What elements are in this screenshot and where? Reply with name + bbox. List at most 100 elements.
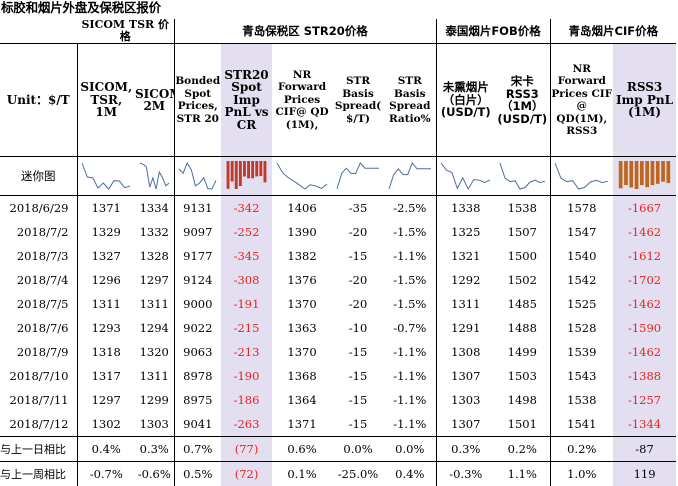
sparkline-basis — [332, 157, 384, 196]
sparkline-bar — [656, 161, 660, 184]
sparkline-rss3pnl — [613, 157, 676, 196]
cell-fob_rss3: 1502 — [495, 268, 550, 292]
cell-fob_rss3: 1485 — [495, 292, 550, 316]
cell-fob_white: 1291 — [436, 316, 495, 340]
cell-nrfwd: 1370 — [272, 340, 332, 364]
cell-sicom1: 1318 — [77, 340, 135, 364]
cell-bonded: 9177 — [174, 244, 221, 268]
cell-fob_rss3: 1538 — [495, 196, 550, 221]
compare-cell-rss3pnl: 119 — [613, 462, 676, 486]
sparkline-path — [140, 163, 169, 189]
cell-cif: 1538 — [550, 388, 613, 412]
sparkline-bar — [635, 161, 639, 189]
sparkline-fob-rss3 — [495, 157, 550, 196]
cell-bonded: 9022 — [174, 316, 221, 340]
cell-fob_rss3: 1500 — [495, 244, 550, 268]
cell-cif: 1539 — [550, 340, 613, 364]
cell-sicom2: 1328 — [135, 244, 174, 268]
cell-sicom2: 1297 — [135, 268, 174, 292]
cell-rss3pnl: -1667 — [613, 196, 676, 221]
sparkline-str20pnl — [221, 157, 272, 196]
cell-basis: -20 — [332, 292, 384, 316]
cell-rss3pnl: -1462 — [613, 292, 676, 316]
row-date: 2018/7/12 — [0, 412, 77, 437]
cell-str20pnl: -190 — [221, 364, 272, 388]
cell-basis: -20 — [332, 220, 384, 244]
compare-cell-basis: -25.0% — [332, 462, 384, 486]
sparkline-bar — [264, 161, 267, 182]
sparkline-chart — [616, 160, 673, 192]
cell-rss3pnl: -1344 — [613, 412, 676, 437]
cell-str20pnl: -308 — [221, 268, 272, 292]
sparkline-ratio — [384, 157, 436, 196]
cell-sicom1: 1311 — [77, 292, 135, 316]
sparkline-bar — [619, 161, 623, 188]
cell-basis: -15 — [332, 364, 384, 388]
cell-fob_rss3: 1498 — [495, 388, 550, 412]
cell-bonded: 9041 — [174, 412, 221, 437]
col-fob-white: 未熏烟片（白片）(USD/T) — [436, 44, 495, 157]
cell-rss3pnl: -1702 — [613, 268, 676, 292]
cell-ratio: -1.1% — [384, 388, 436, 412]
cell-sicom2: 1320 — [135, 340, 174, 364]
compare-cell-sicom2: -0.6% — [135, 462, 174, 486]
cell-basis: -15 — [332, 340, 384, 364]
cell-nrfwd: 1363 — [272, 316, 332, 340]
sparkline-chart — [553, 160, 610, 192]
cell-ratio: -1.5% — [384, 220, 436, 244]
sparkline-nrfwd — [272, 157, 332, 196]
price-table: SICOM TSR 价格 青岛保税区 STR20价格 泰国烟片FOB价格 青岛烟… — [0, 19, 676, 486]
cell-sicom2: 1311 — [135, 292, 174, 316]
sparkline-bar — [651, 161, 655, 185]
sparkline-bar — [640, 161, 644, 185]
cell-nrfwd: 1371 — [272, 412, 332, 437]
cell-fob_rss3: 1503 — [495, 364, 550, 388]
sparkline-fob-white — [436, 157, 495, 196]
cell-str20pnl: -191 — [221, 292, 272, 316]
group-sicom: SICOM TSR 价格 — [77, 19, 174, 44]
sparkline-path — [82, 163, 130, 189]
sparkline-bar — [661, 161, 665, 182]
compare-cell-basis: 0.0% — [332, 437, 384, 462]
cell-basis: -15 — [332, 388, 384, 412]
sparkline-bar — [247, 161, 250, 178]
cell-str20pnl: -213 — [221, 340, 272, 364]
cell-sicom1: 1296 — [77, 268, 135, 292]
row-date: 2018/7/6 — [0, 316, 77, 340]
sparkline-bar — [231, 161, 234, 182]
cell-cif: 1543 — [550, 364, 613, 388]
cell-str20pnl: -215 — [221, 316, 272, 340]
cell-rss3pnl: -1612 — [613, 244, 676, 268]
compare-cell-fob_rss3: 0.2% — [495, 437, 550, 462]
cell-rss3pnl: -1257 — [613, 388, 676, 412]
cell-nrfwd: 1382 — [272, 244, 332, 268]
sparkline-bar — [235, 161, 238, 189]
cell-sicom2: 1294 — [135, 316, 174, 340]
compare-cell-sicom1: 0.4% — [77, 437, 135, 462]
cell-fob_rss3: 1488 — [495, 316, 550, 340]
cell-fob_white: 1307 — [436, 364, 495, 388]
compare-cell-cif: 1.0% — [550, 462, 613, 486]
compare-cell-bonded: 0.7% — [174, 437, 221, 462]
cell-sicom2: 1299 — [135, 388, 174, 412]
sparkline-path — [555, 163, 608, 189]
sparkline-bar — [624, 161, 628, 185]
cell-basis: -15 — [332, 244, 384, 268]
sparkline-chart — [335, 160, 381, 192]
sparkline-path — [389, 163, 431, 189]
group-fob: 泰国烟片FOB价格 — [436, 19, 550, 44]
cell-cif: 1578 — [550, 196, 613, 221]
cell-fob_white: 1325 — [436, 220, 495, 244]
sparkline-chart — [498, 160, 547, 192]
cell-basis: -15 — [332, 412, 384, 437]
cell-nrfwd: 1368 — [272, 364, 332, 388]
cell-fob_rss3: 1499 — [495, 340, 550, 364]
compare-label: 与上一日相比 — [0, 437, 77, 462]
sparkline-bar — [629, 161, 633, 188]
col-sicom-2m: SICOM,TSR, 2M — [135, 44, 174, 157]
sparkline-sicom1 — [77, 157, 135, 196]
